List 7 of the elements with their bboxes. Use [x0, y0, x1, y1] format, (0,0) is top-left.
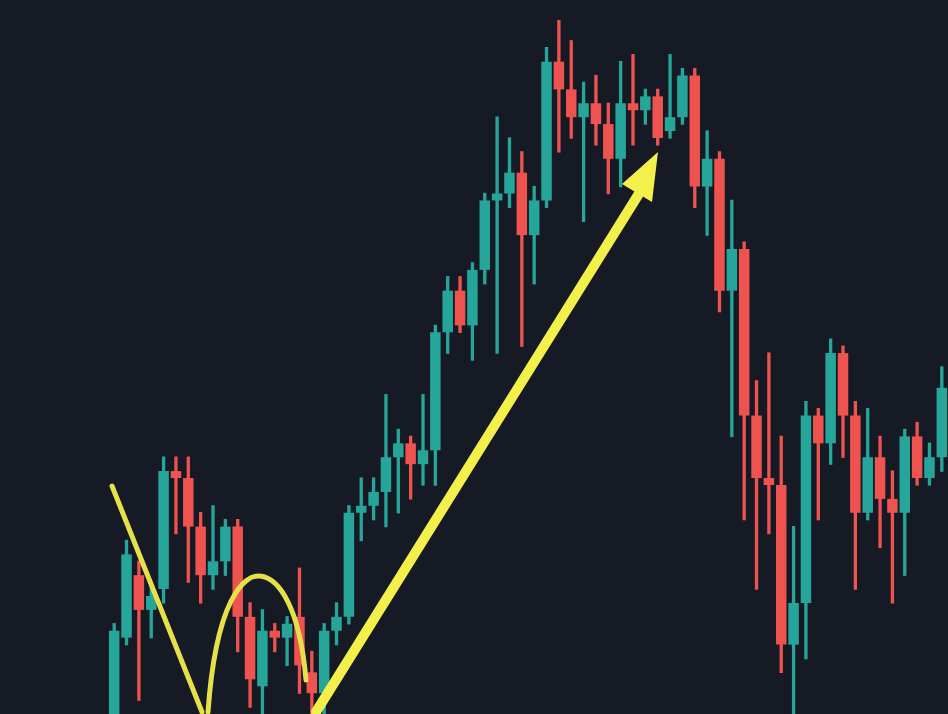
candlestick	[207, 505, 219, 590]
candlestick	[417, 394, 429, 486]
candlestick	[553, 20, 565, 153]
candlestick	[627, 54, 639, 146]
candlestick	[170, 456, 182, 535]
candlestick	[763, 352, 775, 535]
candlestick	[664, 54, 676, 139]
